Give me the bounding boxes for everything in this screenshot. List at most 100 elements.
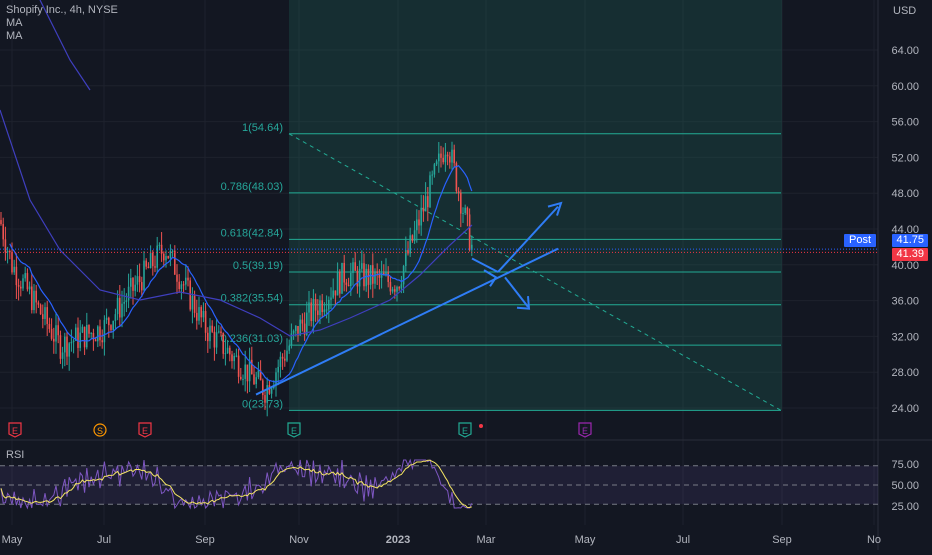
time-axis[interactable]: May Jul Sep Nov 2023 Mar May Jul Sep No	[2, 534, 881, 546]
time-tick: No	[867, 534, 881, 546]
candle-body	[398, 287, 400, 289]
candle-body	[121, 303, 123, 318]
candle-body	[196, 312, 198, 321]
time-tick: Nov	[289, 534, 309, 546]
candle-body	[156, 245, 158, 268]
candle-body	[431, 174, 433, 176]
candle-body	[222, 333, 224, 354]
candle-body	[176, 274, 178, 282]
candle-body	[279, 356, 282, 367]
candle-body	[438, 153, 440, 162]
fib-level-label: 0.5(39.19)	[233, 260, 283, 272]
candle-body	[132, 278, 134, 291]
candle-body	[244, 364, 246, 379]
candle-body	[402, 266, 405, 285]
candle-body	[204, 311, 207, 333]
candle-body	[308, 302, 310, 313]
candle-body	[422, 207, 425, 212]
event-marker[interactable]: E	[8, 422, 22, 438]
ma-indicator-label[interactable]: MA	[6, 17, 23, 29]
candle-body	[72, 340, 75, 342]
arrow-up-line	[497, 205, 559, 273]
price-axis[interactable]: USD 64.00 60.00 56.00 52.00 48.00 44.00 40.00 36…	[0, 5, 919, 415]
post-price-label: 41.75	[892, 234, 928, 247]
event-marker[interactable]: E	[138, 422, 152, 438]
candle-body	[297, 325, 299, 336]
candle-body	[312, 299, 315, 321]
candle-body	[277, 366, 279, 373]
candle-body	[321, 300, 323, 313]
candle-body	[209, 325, 211, 342]
candle-body	[427, 196, 429, 208]
candle-body	[138, 276, 141, 283]
candle-body	[352, 262, 354, 273]
event-marker-shape	[458, 422, 472, 438]
candle-body	[363, 263, 365, 287]
candle-body	[189, 280, 191, 310]
candle-body	[449, 156, 451, 163]
candle-body	[191, 295, 194, 310]
candle-body	[13, 266, 15, 273]
candle-body	[372, 265, 374, 284]
candle-body	[440, 153, 442, 158]
candle-body	[50, 328, 53, 339]
candle-body	[268, 385, 271, 394]
candle-body	[174, 250, 176, 275]
event-marker-letter: E	[12, 426, 18, 436]
fib-highlight-zone[interactable]	[289, 0, 782, 410]
candle-body	[257, 370, 260, 378]
candle-body	[108, 317, 110, 326]
candle-body	[336, 271, 339, 296]
rsi-label[interactable]: RSI	[6, 449, 25, 461]
candle-body	[356, 270, 359, 287]
candle-body	[350, 272, 352, 287]
currency-label: USD	[893, 5, 916, 17]
candle-body	[380, 272, 383, 278]
candle-body	[70, 341, 73, 344]
price-tick: 24.00	[891, 403, 919, 415]
candle-body	[213, 331, 216, 348]
candle-body	[235, 355, 238, 357]
candle-body	[242, 378, 244, 380]
candle-body	[61, 352, 64, 359]
event-marker[interactable]: S	[93, 423, 107, 437]
candle-body	[391, 289, 394, 292]
candle-body	[114, 314, 117, 321]
candle-body	[288, 345, 290, 351]
candle-body	[317, 310, 319, 315]
candle-body	[24, 273, 26, 279]
drawings[interactable]	[255, 201, 563, 396]
candle-body	[48, 323, 51, 329]
price-tick: 48.00	[891, 188, 919, 200]
rsi-tick: 25.00	[891, 501, 919, 513]
event-marker[interactable]: E	[458, 422, 472, 438]
rsi-pane[interactable]: 75.00 50.00 25.00	[0, 458, 919, 513]
ma-fast-line	[9, 164, 473, 383]
candle-body	[134, 284, 136, 291]
price-tick: 28.00	[891, 367, 919, 379]
fibonacci-retracement[interactable]: 1(54.64) 0.786(48.03) 0.618(42.84) 0.5(39.1…	[221, 122, 782, 411]
candle-body	[453, 149, 455, 164]
candle-body	[330, 297, 332, 300]
rsi-line	[0, 458, 473, 510]
event-marker[interactable]: E	[578, 422, 592, 438]
candle-body	[198, 307, 200, 321]
candle-body	[171, 250, 174, 252]
candle-body	[55, 325, 57, 342]
candle-body	[400, 284, 403, 289]
candle-body	[178, 281, 180, 289]
candle-body	[299, 319, 301, 336]
candle-body	[286, 350, 288, 361]
event-marker[interactable]: E	[287, 422, 301, 438]
candle-body	[387, 272, 389, 282]
symbol-title[interactable]: Shopify Inc., 4h, NYSE	[6, 4, 118, 16]
ma-indicator-label-2[interactable]: MA	[6, 30, 23, 42]
candle-body	[389, 281, 392, 292]
candle-body	[215, 332, 218, 348]
candle-body	[339, 271, 341, 294]
fib-trend-line	[288, 133, 782, 411]
